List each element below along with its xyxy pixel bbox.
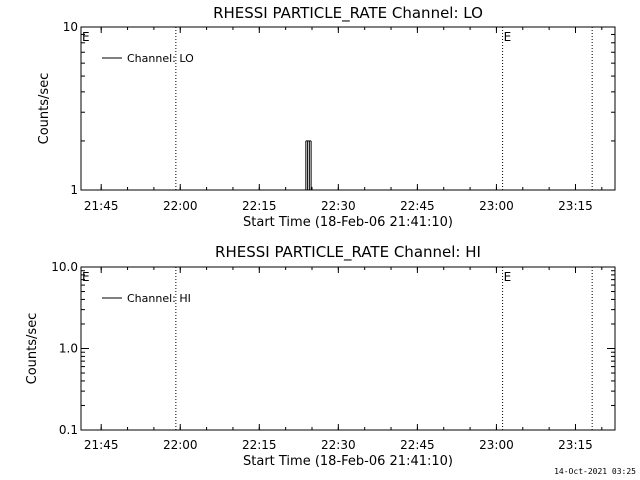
x-tick-label: 22:00 [163, 438, 198, 452]
plot-frame [80, 26, 616, 191]
y-axis-label: Counts/sec [37, 73, 52, 145]
x-tick-label: 21:45 [84, 199, 119, 213]
y-tick-label: 1.0 [59, 342, 78, 356]
x-tick-label: 22:30 [321, 199, 356, 213]
event-marker: E [82, 30, 90, 44]
x-tick-label: 22:15 [242, 438, 277, 452]
y-tick-label: 10 [63, 20, 78, 34]
x-tick-label: 22:45 [400, 199, 435, 213]
x-tick-label: 23:15 [558, 438, 593, 452]
x-tick-label: 22:45 [400, 438, 435, 452]
y-axis-label: Counts/sec [25, 313, 40, 385]
y-tick-label: 0.1 [59, 423, 78, 437]
x-tick-label: 23:00 [479, 438, 514, 452]
legend-label: Channel: HI [127, 292, 191, 305]
y-tick-label: 1 [70, 183, 78, 197]
x-tick-label: 22:15 [242, 199, 277, 213]
event-marker: E [82, 270, 90, 284]
x-tick-label: 22:30 [321, 438, 356, 452]
legend-label: Channel: LO [127, 52, 194, 65]
y-tick-label: 10.0 [51, 260, 78, 274]
chart-title: RHESSI PARTICLE_RATE Channel: HI [215, 243, 481, 262]
event-marker: E [504, 30, 512, 44]
x-axis-label: Start Time (18-Feb-06 21:41:10) [243, 454, 453, 469]
x-tick-label: 21:45 [84, 438, 119, 452]
x-tick-label: 22:00 [163, 199, 198, 213]
event-marker: E [504, 270, 512, 284]
x-axis-label: Start Time (18-Feb-06 21:41:10) [243, 215, 453, 230]
x-tick-label: 23:15 [558, 199, 593, 213]
x-tick-label: 23:00 [479, 199, 514, 213]
chart-title: RHESSI PARTICLE_RATE Channel: LO [213, 4, 483, 23]
timestamp: 14-Oct-2021 03:25 [554, 467, 636, 476]
